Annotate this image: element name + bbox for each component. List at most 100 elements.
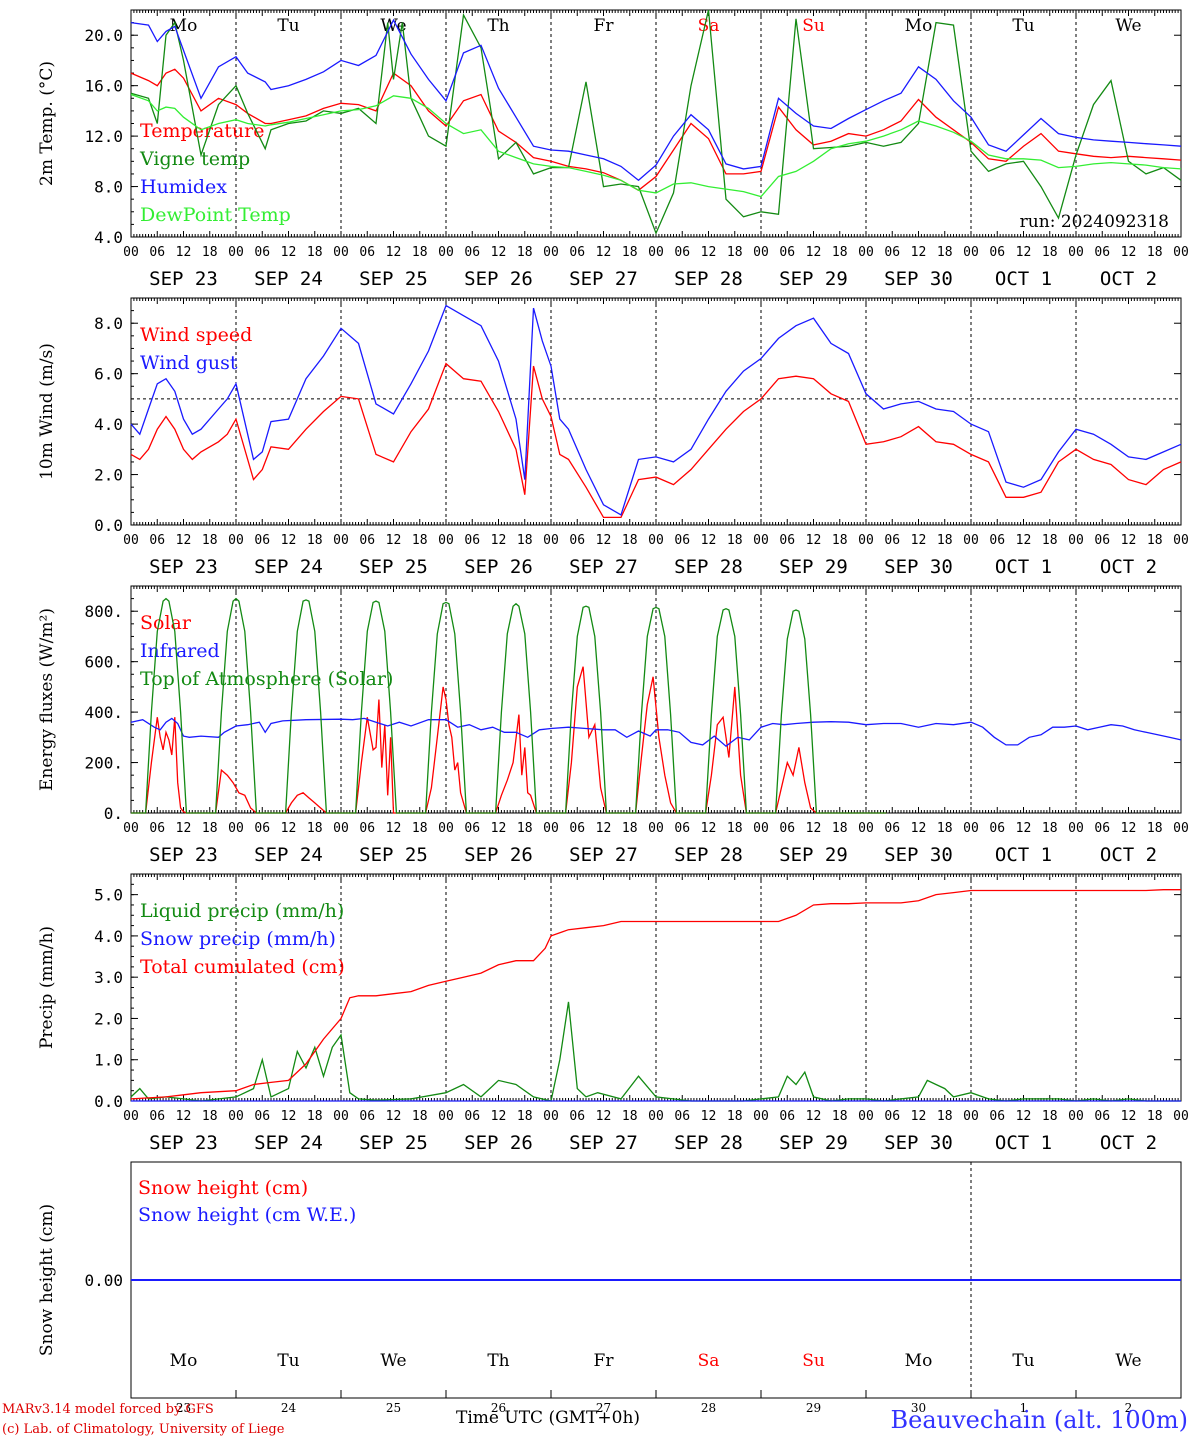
hour-tick-label: 12 [386, 821, 402, 836]
date-label: OCT 1 [995, 1132, 1052, 1154]
hour-tick-label: 00 [858, 245, 874, 260]
weekday-label: Fr [594, 1351, 615, 1371]
y-tick-label: 2.0 [94, 466, 123, 485]
date-label: SEP 26 [464, 268, 533, 290]
y-axis-title: Energy fluxes (W/m²) [37, 608, 57, 791]
hour-tick-label: 00 [1173, 821, 1189, 836]
weekday-label: Sa [698, 1351, 720, 1371]
hour-tick-label: 18 [307, 1109, 323, 1124]
legend-entry: DewPoint Temp [140, 204, 291, 226]
hour-tick-label: 06 [464, 533, 480, 548]
hour-tick-label: 12 [281, 821, 297, 836]
hour-tick-label: 00 [123, 245, 139, 260]
series-line [131, 666, 887, 814]
date-label: SEP 25 [359, 844, 428, 866]
hour-tick-label: 00 [333, 821, 349, 836]
y-tick-label: 6.0 [94, 365, 123, 384]
weekday-label: Fr [594, 16, 615, 36]
legend-entry: Wind speed [140, 324, 252, 346]
hour-tick-label: 06 [149, 245, 165, 260]
hour-tick-label: 18 [412, 821, 428, 836]
legend-entry: Snow height (cm) [138, 1177, 308, 1199]
hour-tick-label: 06 [779, 533, 795, 548]
hour-tick-label: 18 [202, 821, 218, 836]
date-label: SEP 29 [779, 268, 848, 290]
hour-tick-label: 06 [989, 1109, 1005, 1124]
date-label: SEP 27 [569, 1132, 638, 1154]
date-label: SEP 25 [359, 1132, 428, 1154]
hour-tick-label: 00 [648, 245, 664, 260]
y-tick-label: 3.0 [94, 968, 123, 987]
date-label: OCT 2 [1100, 844, 1157, 866]
date-label: OCT 1 [995, 556, 1052, 578]
weekday-label: We [380, 1351, 406, 1371]
legend-entry: Infrared [140, 640, 220, 662]
day-number-label: 23 [176, 1401, 191, 1415]
series-line [130, 1001, 1181, 1102]
hour-tick-label: 18 [517, 533, 533, 548]
hour-tick-label: 12 [386, 533, 402, 548]
hour-tick-label: 12 [911, 1109, 927, 1124]
hour-tick-label: 00 [228, 1109, 244, 1124]
weekday-label: Tu [1012, 16, 1034, 36]
hour-tick-label: 18 [622, 245, 638, 260]
hour-tick-label: 00 [753, 821, 769, 836]
hour-tick-label: 06 [1094, 245, 1110, 260]
hour-tick-label: 00 [753, 1109, 769, 1124]
y-axis-title: 10m Wind (m/s) [37, 343, 57, 480]
hour-tick-label: 12 [1016, 821, 1032, 836]
hour-tick-label: 18 [832, 1109, 848, 1124]
date-label: SEP 24 [254, 556, 323, 578]
hour-tick-label: 06 [884, 821, 900, 836]
date-label: SEP 30 [884, 556, 953, 578]
hour-tick-label: 12 [1121, 245, 1137, 260]
y-axis-title: Precip (mm/h) [37, 926, 57, 1049]
hour-tick-label: 18 [1147, 533, 1163, 548]
hour-tick-label: 00 [543, 245, 559, 260]
weekday-label: We [1115, 1351, 1141, 1371]
hour-tick-label: 00 [333, 533, 349, 548]
hour-tick-label: 12 [806, 821, 822, 836]
hour-tick-label: 18 [727, 533, 743, 548]
y-axis-title: 2m Temp. (°C) [37, 61, 57, 186]
legend-entry: Humidex [140, 176, 227, 198]
date-label: SEP 29 [779, 844, 848, 866]
hour-tick-label: 18 [937, 1109, 953, 1124]
hour-tick-label: 06 [254, 1109, 270, 1124]
hour-tick-label: 18 [202, 533, 218, 548]
hour-tick-label: 18 [622, 821, 638, 836]
hour-tick-label: 06 [254, 821, 270, 836]
hour-tick-label: 06 [674, 245, 690, 260]
day-number-label: 30 [911, 1401, 926, 1415]
hour-tick-label: 00 [963, 1109, 979, 1124]
date-label: SEP 23 [149, 268, 218, 290]
hour-tick-label: 12 [596, 245, 612, 260]
hour-tick-label: 06 [779, 245, 795, 260]
hour-tick-label: 18 [832, 821, 848, 836]
hour-tick-label: 18 [412, 533, 428, 548]
hour-tick-label: 00 [438, 245, 454, 260]
hour-tick-label: 06 [1094, 533, 1110, 548]
weekday-label: Th [487, 16, 509, 36]
hour-tick-label: 06 [1094, 1109, 1110, 1124]
hour-tick-label: 12 [386, 245, 402, 260]
model-credit: MARv3.14 model forced by GFS [2, 1402, 214, 1417]
y-tick-label: 20.0 [84, 26, 123, 45]
weekday-label: We [1115, 16, 1141, 36]
footer: MARv3.14 model forced by GFS (c) Lab. of… [2, 1402, 1188, 1437]
y-tick-label: 200. [84, 754, 123, 773]
hour-tick-label: 06 [149, 533, 165, 548]
hour-tick-label: 06 [359, 533, 375, 548]
hour-tick-label: 12 [806, 245, 822, 260]
hour-tick-label: 18 [937, 533, 953, 548]
date-label: SEP 26 [464, 844, 533, 866]
hour-tick-label: 12 [806, 1109, 822, 1124]
y-tick-label: 4.0 [94, 415, 123, 434]
weekday-label: Su [802, 16, 825, 36]
hour-tick-label: 06 [779, 1109, 795, 1124]
hour-tick-label: 12 [911, 245, 927, 260]
hour-tick-label: 00 [648, 1109, 664, 1124]
hour-tick-label: 06 [569, 821, 585, 836]
y-tick-label: 0.0 [94, 1092, 123, 1111]
hour-tick-label: 06 [884, 533, 900, 548]
